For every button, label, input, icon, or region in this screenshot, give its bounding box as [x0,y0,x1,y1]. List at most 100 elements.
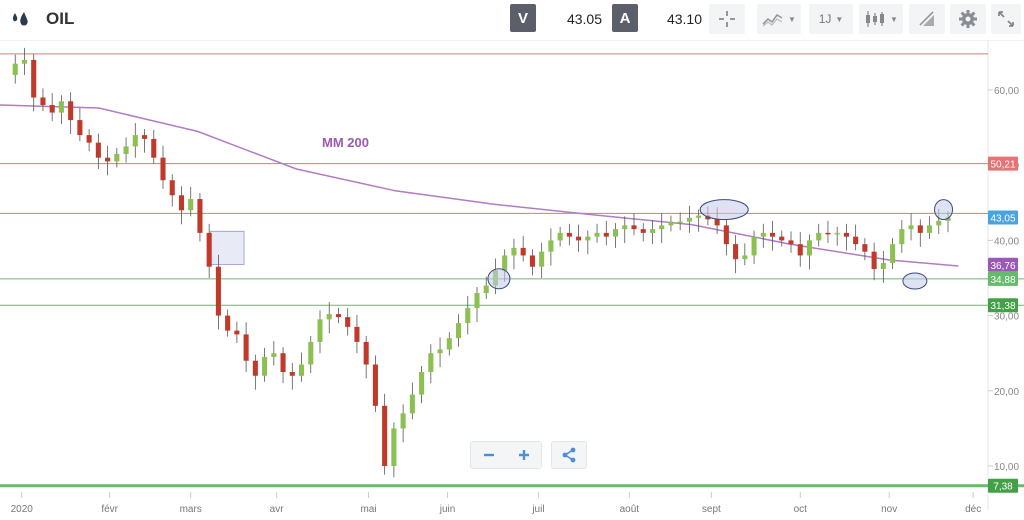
candle-body[interactable] [123,146,129,154]
candle-body[interactable] [317,319,323,342]
candle-body[interactable] [686,217,692,222]
candle-body[interactable] [419,372,425,395]
price-chart[interactable]: 60,0050,0040,0030,0020,0010,002020févrma… [0,40,1024,520]
settings-button[interactable] [950,4,986,34]
candle-body[interactable] [945,217,951,221]
candle-body[interactable] [806,240,813,256]
candle-body[interactable] [455,323,462,339]
candle-body[interactable] [77,120,83,136]
candle-body[interactable] [502,255,508,271]
candle-body[interactable] [880,262,886,269]
candle-body[interactable] [723,225,729,245]
highlight-ellipse[interactable] [699,199,749,221]
candle-body[interactable] [742,255,748,260]
candle-body[interactable] [668,221,674,226]
candle-body[interactable] [511,247,517,256]
candle-body[interactable] [936,220,942,226]
candle-body[interactable] [372,364,378,406]
fullscreen-button[interactable] [991,4,1021,34]
candle-body[interactable] [31,59,37,98]
candle-body[interactable] [603,232,609,237]
buy-price[interactable]: 43.10 [666,11,702,27]
candle-body[interactable] [234,330,240,335]
highlight-ellipse[interactable] [487,268,511,290]
zoom-out-button[interactable] [471,442,506,468]
candle-body[interactable] [612,229,619,237]
candle-body[interactable] [520,247,526,256]
candle-body[interactable] [825,232,831,235]
candle-body[interactable] [271,353,277,357]
candle-body[interactable] [188,199,194,211]
candle-body[interactable] [539,251,545,267]
candle-body[interactable] [529,255,535,267]
candle-body[interactable] [557,232,563,241]
candle-body[interactable] [40,97,46,106]
candle-body[interactable] [622,225,628,230]
candle-body[interactable] [114,153,120,162]
zoom-in-button[interactable] [506,442,541,468]
buy-button[interactable]: A [612,4,638,32]
candle-body[interactable] [576,236,582,241]
candle-body[interactable] [908,225,914,230]
candle-body[interactable] [446,338,452,350]
candle-body[interactable] [243,334,249,361]
candle-body[interactable] [779,236,785,241]
candle-body[interactable] [160,157,166,181]
sell-price[interactable]: 43.05 [566,11,602,27]
candle-body[interactable] [705,215,711,220]
candle-body[interactable] [12,63,18,75]
candle-body[interactable] [871,251,877,269]
candle-body[interactable] [760,232,766,237]
candle-body[interactable] [631,225,637,230]
chart-canvas[interactable]: 60,0050,0040,0030,0020,0010,002020févrma… [0,40,1024,520]
candle-body[interactable] [382,405,388,466]
highlight-ellipse[interactable] [934,199,954,221]
crosshair-button[interactable] [709,4,745,34]
candle-body[interactable] [853,236,859,245]
candle-body[interactable] [566,232,572,237]
candle-body[interactable] [151,138,157,158]
candle-body[interactable] [345,317,351,327]
candle-body[interactable] [21,59,28,64]
candle-body[interactable] [86,135,92,143]
candle-body[interactable] [68,101,74,121]
candle-body[interactable] [308,341,314,365]
candle-body[interactable] [483,285,489,294]
candle-body[interactable] [788,240,794,245]
candle-body[interactable] [409,394,415,414]
candle-body[interactable] [197,199,203,233]
candle-body[interactable] [797,244,803,256]
highlight-ellipse[interactable] [902,272,928,290]
candle-body[interactable] [769,232,776,237]
candle-body[interactable] [280,353,286,372]
candle-body[interactable] [105,157,111,162]
candle-body[interactable] [95,142,101,158]
candle-body[interactable] [843,232,849,237]
candle-body[interactable] [834,232,840,235]
candle-body[interactable] [899,229,905,245]
candle-body[interactable] [696,215,702,218]
drawing-tool-button[interactable] [909,4,945,34]
candle-body[interactable] [585,236,591,241]
candle-body[interactable] [335,314,342,318]
candle-body[interactable] [298,364,305,376]
candle-body[interactable] [917,225,923,233]
candle-body[interactable] [326,314,332,320]
indicators-button[interactable]: ▼ [757,4,801,34]
candle-body[interactable] [677,221,683,224]
candle-body[interactable] [206,232,212,267]
candle-body[interactable] [926,225,933,233]
candle-body[interactable] [548,240,554,252]
candle-body[interactable] [428,353,434,372]
candle-body[interactable] [252,360,258,376]
candle-body[interactable] [391,428,397,466]
chart-type-button[interactable]: ▼ [859,4,903,34]
candle-body[interactable] [594,232,600,237]
share-button[interactable] [551,441,587,469]
candle-body[interactable] [354,326,360,342]
candle-body[interactable] [49,105,55,113]
ma200-line[interactable] [0,104,959,267]
candle-body[interactable] [225,315,231,331]
period-selector[interactable]: 1J ▼ [809,4,853,34]
candle-body[interactable] [215,266,221,316]
